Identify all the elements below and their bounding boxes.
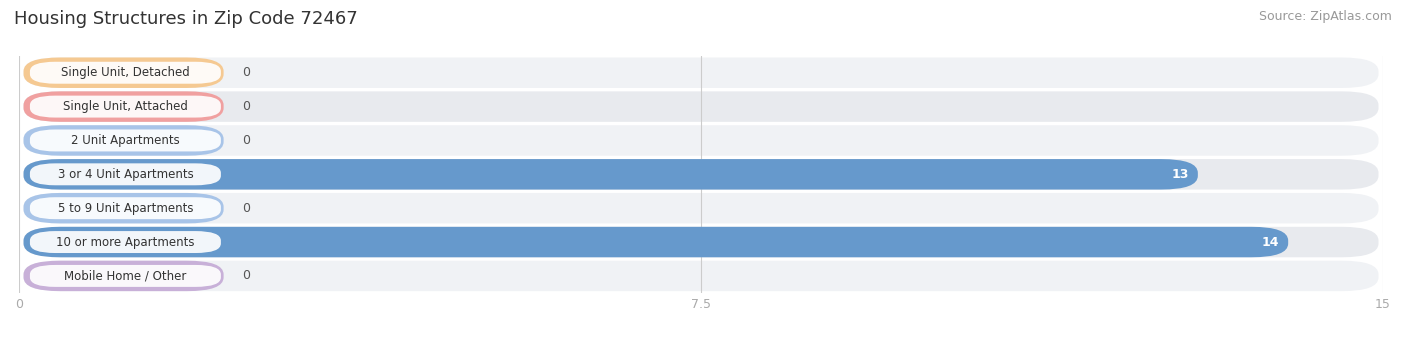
Text: 0: 0 [242,66,250,79]
FancyBboxPatch shape [24,91,224,122]
FancyBboxPatch shape [24,125,224,156]
FancyBboxPatch shape [24,227,1378,257]
Text: 0: 0 [242,269,250,283]
FancyBboxPatch shape [24,261,224,291]
FancyBboxPatch shape [24,193,1378,223]
FancyBboxPatch shape [30,197,221,219]
FancyBboxPatch shape [24,261,1378,291]
FancyBboxPatch shape [30,62,221,84]
FancyBboxPatch shape [24,125,1378,156]
Text: 2 Unit Apartments: 2 Unit Apartments [72,134,180,147]
Text: Source: ZipAtlas.com: Source: ZipAtlas.com [1258,10,1392,23]
FancyBboxPatch shape [30,130,221,151]
FancyBboxPatch shape [24,57,224,88]
Text: 10 or more Apartments: 10 or more Apartments [56,236,194,249]
Text: 0: 0 [242,202,250,215]
FancyBboxPatch shape [30,163,221,185]
Text: 0: 0 [242,100,250,113]
FancyBboxPatch shape [24,91,1378,122]
Text: 14: 14 [1261,236,1279,249]
FancyBboxPatch shape [30,96,221,118]
FancyBboxPatch shape [30,231,221,253]
Text: Single Unit, Detached: Single Unit, Detached [60,66,190,79]
FancyBboxPatch shape [30,265,221,287]
FancyBboxPatch shape [24,193,224,223]
Text: Mobile Home / Other: Mobile Home / Other [65,269,187,283]
FancyBboxPatch shape [24,57,1378,88]
Text: 0: 0 [242,134,250,147]
FancyBboxPatch shape [24,159,1198,190]
FancyBboxPatch shape [24,159,1378,190]
Text: 13: 13 [1171,168,1188,181]
Text: Housing Structures in Zip Code 72467: Housing Structures in Zip Code 72467 [14,10,357,28]
Text: 3 or 4 Unit Apartments: 3 or 4 Unit Apartments [58,168,193,181]
Text: Single Unit, Attached: Single Unit, Attached [63,100,188,113]
FancyBboxPatch shape [24,227,1288,257]
Text: 5 to 9 Unit Apartments: 5 to 9 Unit Apartments [58,202,193,215]
